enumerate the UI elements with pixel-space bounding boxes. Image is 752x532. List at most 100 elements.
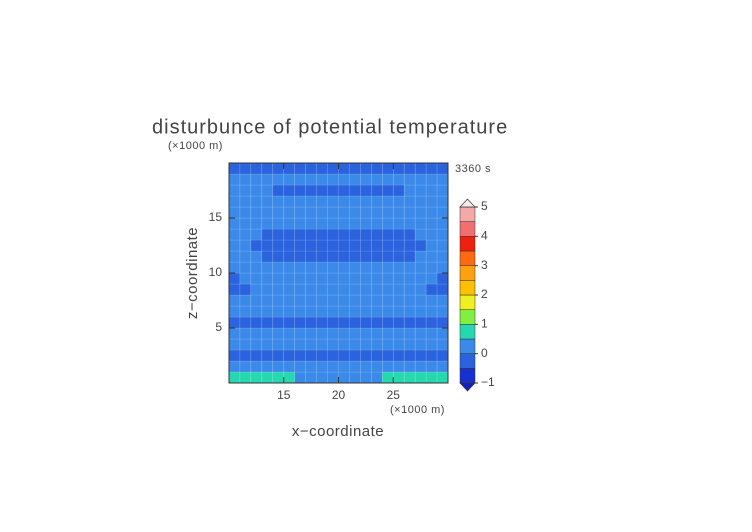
cell [403,195,416,208]
cell [425,239,438,252]
cell [414,173,427,186]
cell [316,184,328,197]
cell [250,173,263,186]
cell [316,250,328,263]
cell [425,294,438,307]
cell [360,173,372,186]
cell [261,173,274,186]
cell [261,184,274,197]
cell [371,327,383,340]
cell [381,173,394,186]
cell [294,272,306,285]
cell [425,195,438,208]
cell [436,206,449,219]
colorbar-band [459,309,476,325]
cell [316,261,328,274]
cell [436,217,449,230]
cell [294,250,306,263]
cell [403,294,416,307]
cell [283,195,295,208]
cell [425,184,438,197]
cell [316,327,328,340]
colorbar-tick-label: 4 [481,229,488,243]
cell [371,261,383,274]
cell [305,360,317,373]
cell [381,162,394,175]
cell [371,217,383,230]
cell [294,217,306,230]
cell [381,217,394,230]
cell [436,371,449,384]
cell [228,228,241,241]
cell [228,162,241,175]
cell [425,250,438,263]
cell [305,327,317,340]
cell [403,206,416,219]
cell [250,217,263,230]
cell [316,272,328,285]
cell [305,294,317,307]
cell [305,349,317,362]
cell [316,173,328,186]
cell [360,184,372,197]
cell [261,250,274,263]
cell [360,250,372,263]
cell [425,338,438,351]
cell [403,305,416,318]
cell [294,239,306,252]
cell [327,294,339,307]
cell [381,184,394,197]
cell [239,261,252,274]
cell [228,272,241,285]
cell [436,327,449,340]
cell [338,239,350,252]
cell [403,349,416,362]
cell [272,360,285,373]
cell [261,162,274,175]
cell [360,294,372,307]
cell [414,283,427,296]
cell [261,228,274,241]
colorbar-band [459,324,476,340]
cell [338,338,350,351]
cell [338,228,350,241]
cell [250,272,263,285]
cell [381,327,394,340]
cell [403,250,416,263]
cell [327,195,339,208]
cell [360,261,372,274]
cell [316,338,328,351]
cell [338,316,350,329]
cell [392,338,405,351]
cell [228,195,241,208]
x-tick-label: 15 [277,388,291,402]
cell [414,272,427,285]
cell [261,195,274,208]
cell [381,360,394,373]
cell [250,360,263,373]
cell [349,327,361,340]
cell [294,195,306,208]
cell [228,239,241,252]
colorbar-tick-label: 2 [481,287,488,301]
cell [436,184,449,197]
cell [371,250,383,263]
cell [360,195,372,208]
cell [425,162,438,175]
cell [239,250,252,263]
cell [327,371,339,384]
cell [316,228,328,241]
cell [436,261,449,274]
cell [425,261,438,274]
cell [436,239,449,252]
cell [436,338,449,351]
cell [349,371,361,384]
cell [228,261,241,274]
colorbar-tick-label: 3 [481,258,488,272]
cell [250,228,263,241]
cell [294,184,306,197]
cell [228,294,241,307]
cell [283,360,295,373]
cell [425,316,438,329]
